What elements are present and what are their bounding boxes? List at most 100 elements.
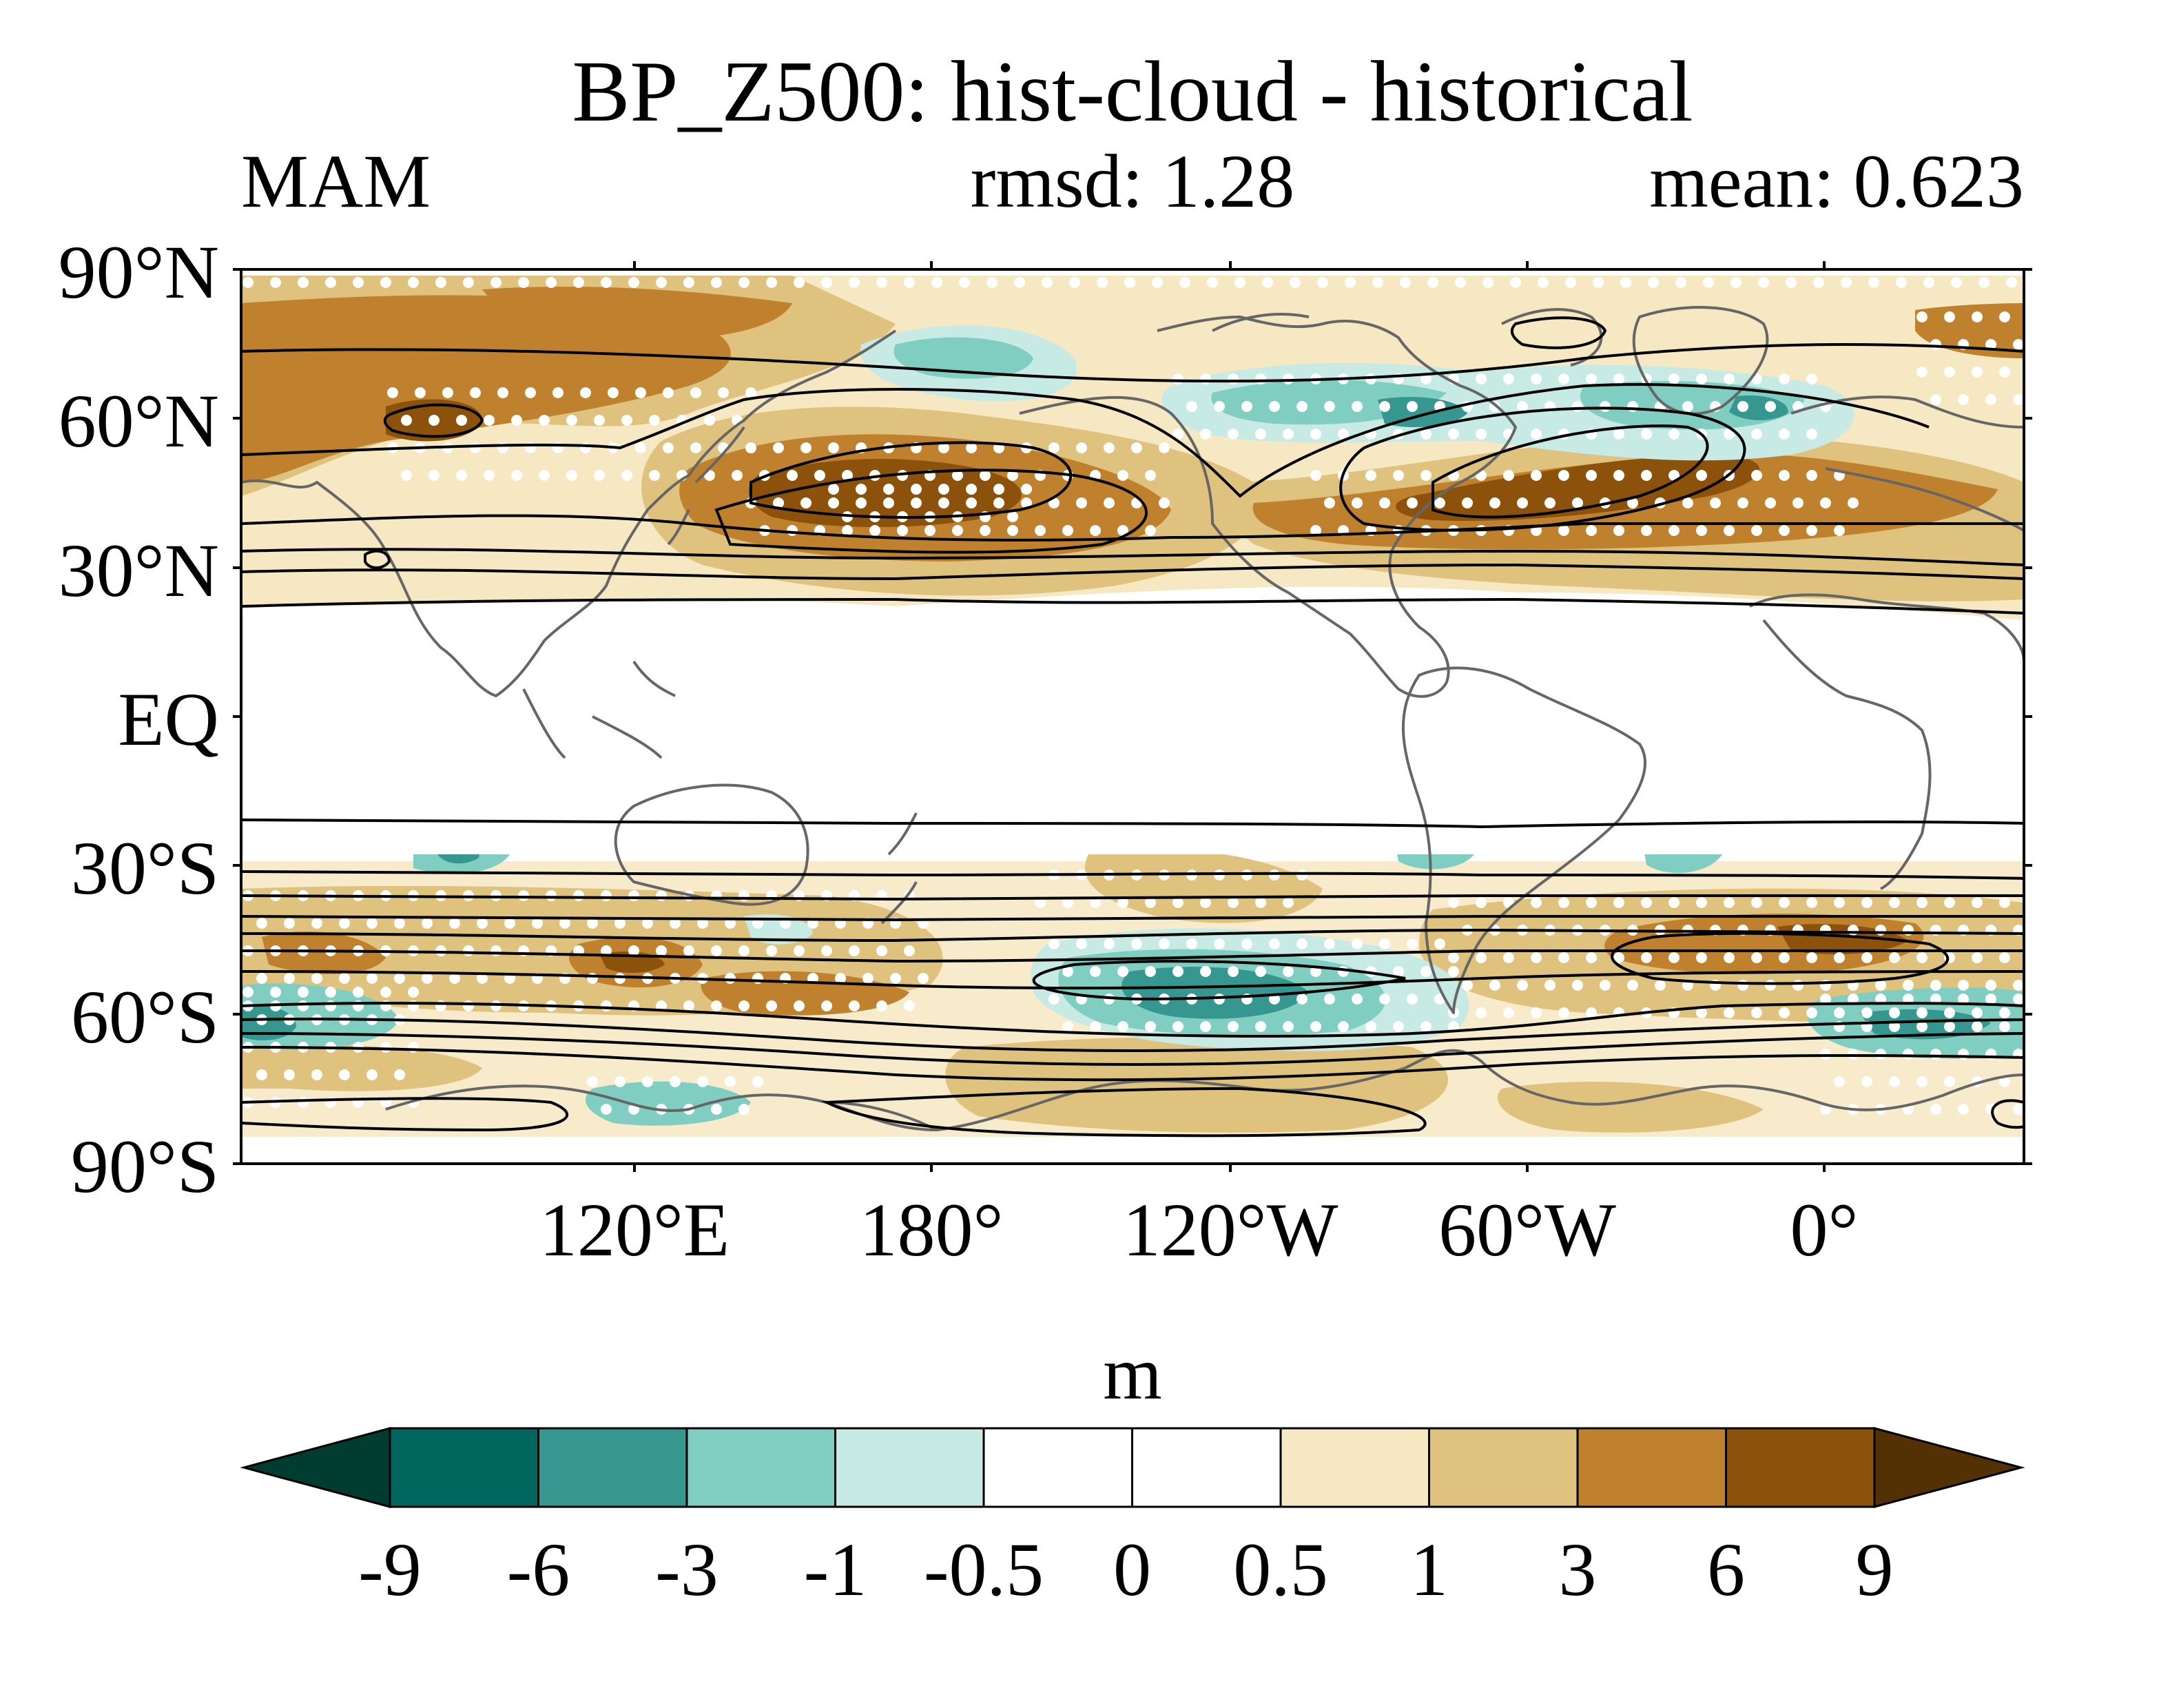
stipple-dot	[1062, 897, 1073, 908]
stipple-dot	[1703, 277, 1714, 288]
stipple-dot	[1420, 373, 1432, 384]
colorbar-boxes	[240, 1427, 2025, 1508]
stipple-dot	[1393, 842, 1404, 853]
stipple-dot	[986, 277, 998, 288]
stipple-dot	[621, 470, 632, 481]
figure-title: BP_Z500: hist-cloud - historical	[572, 44, 1693, 140]
stipple-dot	[1558, 1007, 1569, 1018]
stipple-dot	[1930, 1104, 1941, 1115]
stipple-dot	[1420, 470, 1432, 481]
stipple-dot	[1806, 897, 1817, 908]
stipple-dot	[869, 525, 880, 536]
lat-label-90s: 90°S	[71, 1124, 219, 1208]
colorbar-tick-label: -3	[655, 1527, 719, 1612]
stipple-dot	[1978, 277, 1990, 288]
stipple-dot	[1792, 980, 1804, 991]
stipple-dot	[1324, 401, 1335, 412]
stipple-dot	[256, 918, 267, 929]
stipple-dot	[1889, 952, 1900, 963]
stipple-dot	[442, 387, 453, 398]
season-label: MAM	[241, 139, 431, 223]
stipple-dot	[1007, 470, 1018, 481]
stipple-dot	[938, 442, 949, 453]
stipple-dot	[683, 945, 694, 956]
stipple-dot	[1434, 814, 1445, 825]
stipple-dot	[787, 470, 798, 481]
stipple-dot	[1600, 814, 1611, 825]
stipple-dot	[1241, 401, 1252, 412]
stipple-dot	[1896, 277, 1907, 288]
stipple-dot	[325, 277, 336, 288]
stipple-dot	[1944, 1076, 1955, 1087]
colorbar-tick-label: 3	[1559, 1527, 1597, 1612]
stipple-dot	[353, 987, 364, 998]
stipple-dot	[1379, 401, 1390, 412]
stipple-dot	[456, 470, 467, 481]
stipple-dot	[387, 387, 398, 398]
stipple-dot	[1283, 842, 1294, 853]
stipple-dot	[642, 1076, 653, 1087]
stipple-dot	[1696, 525, 1707, 536]
stipple-dot	[1420, 966, 1432, 977]
stipple-dot	[1544, 497, 1556, 508]
stipple-dot	[573, 890, 584, 901]
stipple-dot	[931, 277, 942, 288]
lon-label-60w: 60°W	[1438, 1188, 1616, 1272]
stipple-dot	[725, 918, 736, 929]
stipple-dot	[1462, 980, 1473, 991]
stipple-dot	[1558, 897, 1569, 908]
stipple-dot	[883, 484, 894, 495]
stipple-dot	[1558, 842, 1569, 853]
stipple-dot	[339, 1069, 350, 1080]
stipple-dot	[1255, 429, 1266, 440]
stipple-dot	[1283, 897, 1294, 908]
stipple-dot	[1999, 367, 2010, 378]
lat-labels: 90°N 60°N 30°N EQ 30°S 60°S 90°S	[59, 230, 219, 1208]
stipple-dot	[1124, 277, 1135, 288]
stipple-dot	[1069, 277, 1080, 288]
stipple-dot	[821, 1000, 832, 1011]
stipple-dot	[1007, 511, 1018, 522]
stipple-dot	[1675, 277, 1686, 288]
stipple-dot	[1779, 1007, 1790, 1018]
stipple-dot	[1228, 373, 1239, 384]
stipple-dot	[1792, 497, 1804, 508]
stipple-dot	[1172, 373, 1184, 384]
stipple-dot	[856, 497, 867, 508]
mean-label: mean: 0.623	[1649, 139, 2024, 223]
stipple-dot	[1407, 938, 1418, 949]
lon-labels: 120°E 180° 120°W 60°W 0°	[539, 1188, 1859, 1272]
stipple-dot	[1296, 401, 1308, 412]
stipple-dot	[1668, 952, 1680, 963]
stipple-dot	[1586, 373, 1597, 384]
stipple-dot	[1889, 1021, 1900, 1032]
stipple-dot	[1861, 952, 1872, 963]
stipple-dot	[704, 415, 715, 426]
stipple-dot	[1806, 429, 1817, 440]
stipple-dot	[435, 277, 446, 288]
stipple-dot	[511, 415, 522, 426]
stipple-dot	[511, 470, 522, 481]
stipple-dot	[1310, 1021, 1321, 1032]
stipple-dot	[1448, 966, 1459, 977]
stipple-dot	[1572, 401, 1583, 412]
stipple-dot	[1930, 1049, 1941, 1060]
stipple-dot	[1228, 842, 1239, 853]
colorbar-box	[1725, 1427, 1876, 1508]
stipple-dot	[1407, 814, 1418, 825]
stipple-dot	[1903, 1049, 1914, 1060]
stipple-dot	[1338, 966, 1349, 977]
stipple-dot	[573, 277, 584, 288]
stipple-dot	[821, 277, 832, 288]
stipple-dot	[1255, 373, 1266, 384]
stipple-dot	[1861, 897, 1872, 908]
stipple-dot	[876, 945, 887, 956]
stipple-dot	[401, 415, 412, 426]
stipple-dot	[980, 470, 991, 481]
stipple-dot	[1407, 497, 1418, 508]
stipple-dot	[1172, 897, 1184, 908]
stipple-dot	[1531, 952, 1542, 963]
stipple-dot	[601, 1104, 612, 1115]
stipple-dot	[690, 387, 701, 398]
stipple-dot	[725, 973, 736, 984]
